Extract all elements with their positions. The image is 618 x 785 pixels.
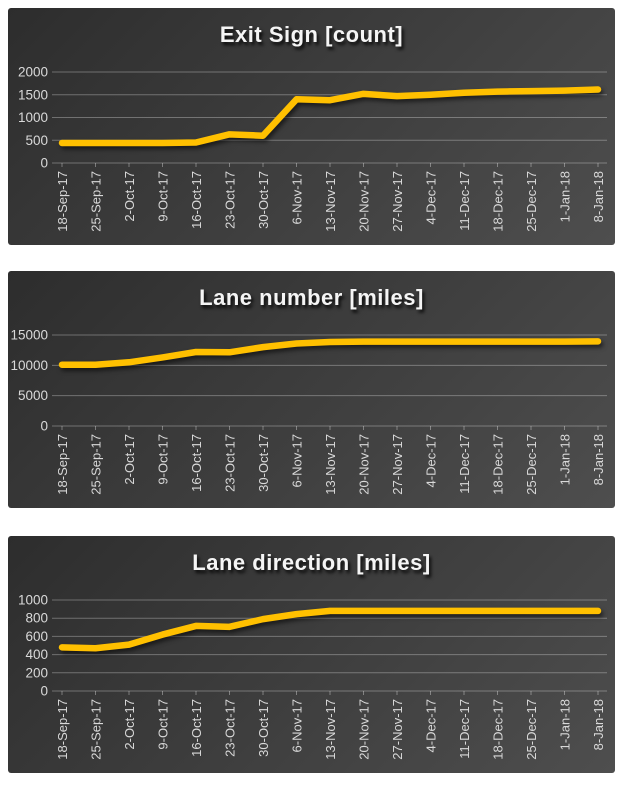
svg-text:20-Nov-17: 20-Nov-17: [357, 171, 372, 232]
svg-text:0: 0: [40, 156, 48, 171]
svg-text:16-Oct-17: 16-Oct-17: [189, 434, 204, 492]
svg-text:11-Dec-17: 11-Dec-17: [457, 434, 472, 494]
svg-text:18-Sep-17: 18-Sep-17: [55, 434, 70, 495]
svg-text:4-Dec-17: 4-Dec-17: [424, 171, 439, 224]
svg-text:10000: 10000: [10, 358, 48, 373]
svg-text:27-Nov-17: 27-Nov-17: [390, 699, 405, 760]
svg-text:1000: 1000: [18, 110, 48, 125]
svg-text:600: 600: [25, 629, 48, 644]
svg-text:30-Oct-17: 30-Oct-17: [256, 699, 271, 757]
svg-text:8-Jan-18: 8-Jan-18: [591, 171, 606, 222]
chart-title-lane-direction: Lane direction [miles]: [192, 550, 431, 575]
chart-panel-exit-sign: Exit Sign [count] 0 500 1000 1500 2000 18-Sep…: [8, 8, 615, 245]
svg-text:25-Sep-17: 25-Sep-17: [89, 434, 104, 495]
svg-text:6-Nov-17: 6-Nov-17: [290, 434, 305, 487]
svg-text:2-Oct-17: 2-Oct-17: [122, 171, 137, 222]
svg-text:23-Oct-17: 23-Oct-17: [223, 171, 238, 229]
svg-text:1-Jan-18: 1-Jan-18: [558, 699, 573, 750]
svg-text:25-Dec-17: 25-Dec-17: [524, 699, 539, 760]
svg-text:200: 200: [25, 665, 48, 680]
svg-text:13-Nov-17: 13-Nov-17: [323, 434, 338, 495]
svg-text:25-Dec-17: 25-Dec-17: [524, 434, 539, 495]
svg-text:9-Oct-17: 9-Oct-17: [156, 434, 171, 485]
svg-text:15000: 15000: [10, 328, 48, 343]
line-chart-exit-sign: 0 500 1000 1500 2000 18-Sep-17 25-Sep-17 2-Oct-…: [18, 65, 607, 232]
svg-text:6-Nov-17: 6-Nov-17: [290, 699, 305, 752]
svg-text:25-Sep-17: 25-Sep-17: [89, 699, 104, 760]
chart-panel-lane-direction: Lane direction [miles] 0 200 400 600 800 1000…: [8, 536, 615, 773]
svg-text:400: 400: [25, 647, 48, 662]
svg-text:1500: 1500: [18, 87, 48, 102]
svg-text:9-Oct-17: 9-Oct-17: [156, 699, 171, 750]
svg-text:16-Oct-17: 16-Oct-17: [189, 699, 204, 757]
svg-text:30-Oct-17: 30-Oct-17: [256, 434, 271, 492]
svg-text:2000: 2000: [18, 65, 48, 80]
line-chart-lane-number: 0 5000 10000 15000 18-Sep-17 25-Sep-17 2-Oct-1…: [10, 328, 607, 495]
svg-text:0: 0: [40, 684, 48, 699]
svg-text:4-Dec-17: 4-Dec-17: [424, 434, 439, 487]
svg-text:1-Jan-18: 1-Jan-18: [558, 171, 573, 222]
svg-text:2-Oct-17: 2-Oct-17: [122, 699, 137, 750]
svg-text:30-Oct-17: 30-Oct-17: [256, 171, 271, 229]
svg-text:18-Sep-17: 18-Sep-17: [55, 171, 70, 232]
svg-text:18-Dec-17: 18-Dec-17: [491, 171, 506, 232]
svg-text:23-Oct-17: 23-Oct-17: [223, 434, 238, 492]
svg-text:4-Dec-17: 4-Dec-17: [424, 699, 439, 752]
svg-text:9-Oct-17: 9-Oct-17: [156, 171, 171, 222]
svg-text:25-Sep-17: 25-Sep-17: [89, 171, 104, 232]
svg-text:6-Nov-17: 6-Nov-17: [290, 171, 305, 224]
svg-text:18-Dec-17: 18-Dec-17: [491, 699, 506, 760]
svg-text:27-Nov-17: 27-Nov-17: [390, 434, 405, 495]
svg-text:8-Jan-18: 8-Jan-18: [591, 699, 606, 750]
chart-title-lane-number: Lane number [miles]: [199, 285, 424, 310]
svg-text:16-Oct-17: 16-Oct-17: [189, 171, 204, 229]
svg-text:0: 0: [40, 419, 48, 434]
svg-text:13-Nov-17: 13-Nov-17: [323, 171, 338, 232]
chart-title-exit-sign: Exit Sign [count]: [219, 22, 404, 47]
svg-text:18-Sep-17: 18-Sep-17: [55, 699, 70, 760]
chart-panel-lane-number: Lane number [miles] 0 5000 10000 15000 18-Se…: [8, 271, 615, 508]
svg-text:5000: 5000: [18, 388, 48, 403]
svg-text:27-Nov-17: 27-Nov-17: [390, 171, 405, 232]
svg-text:1-Jan-18: 1-Jan-18: [558, 434, 573, 485]
svg-text:25-Dec-17: 25-Dec-17: [524, 171, 539, 232]
svg-text:8-Jan-18: 8-Jan-18: [591, 434, 606, 485]
svg-text:2-Oct-17: 2-Oct-17: [122, 434, 137, 485]
svg-text:20-Nov-17: 20-Nov-17: [357, 434, 372, 495]
svg-text:13-Nov-17: 13-Nov-17: [323, 699, 338, 760]
svg-text:20-Nov-17: 20-Nov-17: [357, 699, 372, 760]
svg-text:800: 800: [25, 611, 48, 626]
svg-text:11-Dec-17: 11-Dec-17: [457, 171, 472, 231]
svg-text:11-Dec-17: 11-Dec-17: [457, 699, 472, 759]
line-chart-lane-direction: 0 200 400 600 800 1000 18-Sep-17 25-Sep-17 2-Oct…: [18, 593, 607, 760]
svg-text:18-Dec-17: 18-Dec-17: [491, 434, 506, 495]
svg-text:23-Oct-17: 23-Oct-17: [223, 699, 238, 757]
svg-text:1000: 1000: [18, 593, 48, 608]
svg-text:500: 500: [25, 133, 48, 148]
